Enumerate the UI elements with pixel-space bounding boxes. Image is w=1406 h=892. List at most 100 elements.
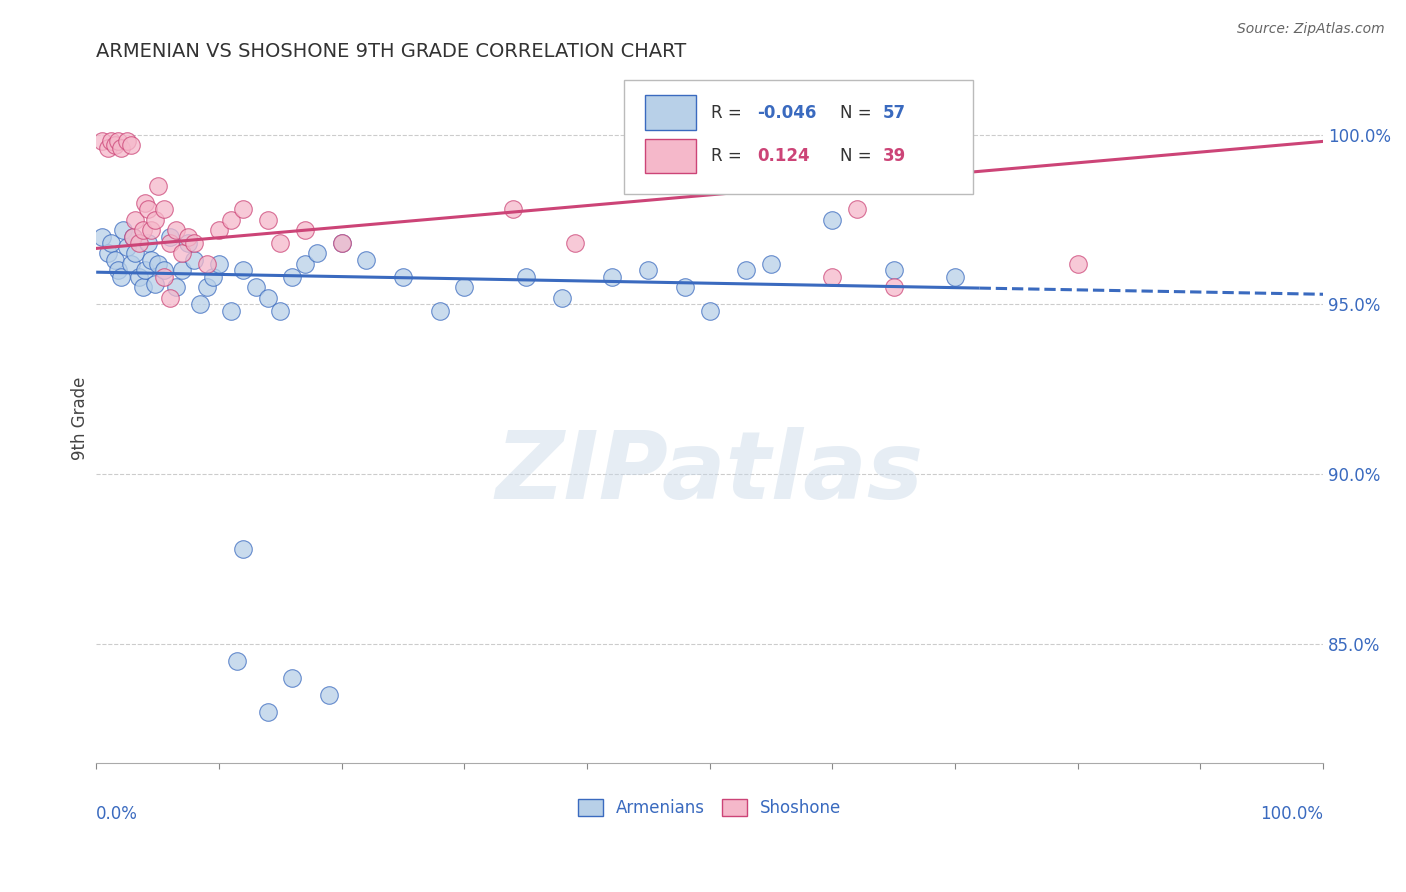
Point — [122, 229, 145, 244]
Text: 57: 57 — [883, 103, 905, 121]
Legend: Armenians, Shoshone: Armenians, Shoshone — [571, 792, 848, 824]
FancyBboxPatch shape — [644, 95, 696, 130]
Point — [269, 236, 291, 251]
FancyBboxPatch shape — [644, 139, 696, 173]
Text: -0.046: -0.046 — [758, 103, 817, 121]
Point — [821, 212, 844, 227]
Point — [152, 263, 174, 277]
Point — [165, 223, 187, 237]
Point — [159, 236, 181, 251]
Point — [103, 253, 125, 268]
Point — [759, 257, 782, 271]
Text: Source: ZipAtlas.com: Source: ZipAtlas.com — [1237, 22, 1385, 37]
Point — [257, 705, 280, 719]
Point — [1067, 257, 1090, 271]
Point — [232, 542, 254, 557]
Point — [141, 253, 163, 268]
Point — [110, 141, 132, 155]
Point — [232, 263, 254, 277]
Point — [943, 270, 966, 285]
Point — [190, 297, 212, 311]
Point — [146, 178, 169, 193]
Point — [112, 223, 135, 237]
Point — [132, 223, 155, 237]
Point — [281, 671, 304, 685]
Point — [136, 236, 159, 251]
Point — [159, 291, 181, 305]
Point — [883, 263, 905, 277]
Point — [354, 253, 377, 268]
Point — [201, 270, 224, 285]
Point — [208, 257, 231, 271]
Point — [91, 134, 114, 148]
Point — [124, 246, 146, 260]
Point — [134, 195, 156, 210]
Point — [281, 270, 304, 285]
Point — [159, 229, 181, 244]
Point — [821, 270, 844, 285]
Point — [245, 280, 267, 294]
Point — [120, 137, 142, 152]
Point — [318, 688, 340, 702]
Point — [845, 202, 868, 217]
Point — [429, 304, 451, 318]
Text: 0.124: 0.124 — [758, 147, 810, 165]
Point — [219, 304, 242, 318]
Point — [330, 236, 353, 251]
Point — [152, 270, 174, 285]
Point — [97, 246, 120, 260]
Text: R =: R = — [711, 147, 752, 165]
Text: 100.0%: 100.0% — [1260, 805, 1323, 822]
Point — [453, 280, 475, 294]
Text: R =: R = — [711, 103, 747, 121]
Point — [143, 277, 166, 291]
Point — [600, 270, 623, 285]
Text: 39: 39 — [883, 147, 905, 165]
Point — [637, 263, 659, 277]
Point — [515, 270, 537, 285]
Point — [330, 236, 353, 251]
Point — [122, 229, 145, 244]
Point — [177, 236, 200, 251]
Point — [115, 134, 138, 148]
Y-axis label: 9th Grade: 9th Grade — [72, 376, 89, 460]
Point — [195, 257, 218, 271]
Text: ZIPatlas: ZIPatlas — [495, 427, 924, 519]
Point — [177, 229, 200, 244]
Point — [502, 202, 524, 217]
Point — [136, 202, 159, 217]
Point — [551, 291, 574, 305]
Point — [294, 257, 316, 271]
Text: N =: N = — [839, 103, 876, 121]
Point — [208, 223, 231, 237]
Point — [269, 304, 291, 318]
Point — [305, 246, 328, 260]
Point — [183, 236, 205, 251]
Point — [183, 253, 205, 268]
Point — [100, 236, 122, 251]
Point — [392, 270, 415, 285]
Point — [141, 223, 163, 237]
Point — [100, 134, 122, 148]
Point — [128, 270, 150, 285]
Point — [226, 654, 249, 668]
Point — [699, 304, 721, 318]
Text: ARMENIAN VS SHOSHONE 9TH GRADE CORRELATION CHART: ARMENIAN VS SHOSHONE 9TH GRADE CORRELATI… — [96, 42, 686, 61]
Text: 0.0%: 0.0% — [96, 805, 138, 822]
Point — [97, 141, 120, 155]
Point — [195, 280, 218, 294]
Point — [152, 202, 174, 217]
Point — [165, 280, 187, 294]
Point — [134, 263, 156, 277]
Point — [170, 263, 193, 277]
Point — [128, 236, 150, 251]
Point — [673, 280, 696, 294]
Point — [257, 212, 280, 227]
Point — [143, 212, 166, 227]
Point — [115, 240, 138, 254]
Point — [219, 212, 242, 227]
Point — [110, 270, 132, 285]
Point — [103, 137, 125, 152]
Point — [883, 280, 905, 294]
Point — [564, 236, 586, 251]
